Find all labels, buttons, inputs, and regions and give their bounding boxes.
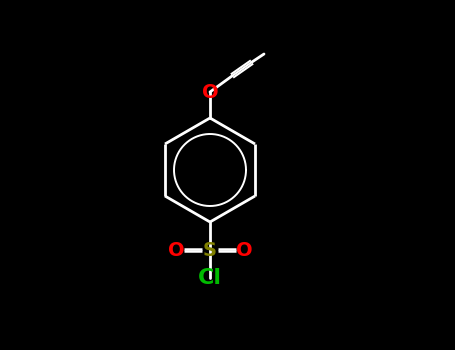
Text: O: O [236,240,253,259]
Text: S: S [203,240,217,259]
Text: O: O [168,240,184,259]
Text: O: O [202,83,218,102]
Text: Cl: Cl [198,268,222,288]
